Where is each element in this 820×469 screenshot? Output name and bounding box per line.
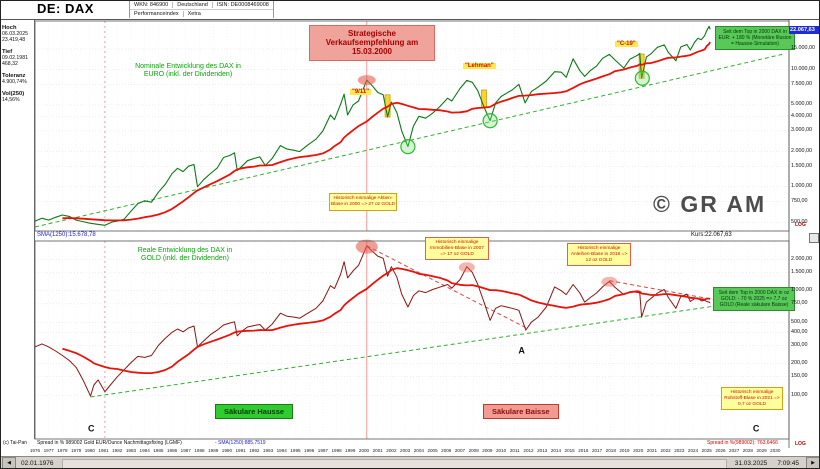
low-highlight-circle: [400, 139, 416, 155]
scrollbar-track[interactable]: [61, 458, 727, 468]
peak-highlight-ellipse: [458, 262, 475, 273]
price-chart-canvas[interactable]: A B C C: [1, 1, 820, 456]
trend-line: [34, 53, 783, 228]
peak-highlight-ellipse: [357, 75, 376, 86]
wave-letter: B: [602, 241, 609, 251]
date-range-end: 31.03.2025: [734, 460, 768, 467]
status-bar: ◀ 02.01.1976 31.03.2025 7:09:45 ▶: [1, 456, 819, 468]
stat-vol250: Vol(250) 14,56%: [2, 91, 25, 103]
trend-line: [366, 245, 529, 330]
series-sma-1250-: [62, 41, 711, 222]
stat-hoch: Hoch 06.03.2025 23.419,48: [2, 25, 28, 43]
exchange-value: Xetra: [187, 11, 201, 17]
instrument-title: DE: DAX: [37, 1, 94, 16]
stats-sidebar: Hoch 06.03.2025 23.419,48 Tief 09.02.198…: [1, 19, 35, 439]
date-range-start: 02.01.1976: [21, 460, 54, 467]
scroll-right-button[interactable]: ▶: [806, 457, 819, 468]
index-type-value: Performanceindex: [130, 11, 184, 17]
country-value: Deutschland: [173, 2, 213, 8]
wave-letter: C: [88, 423, 95, 433]
wave-letter: A: [518, 346, 525, 356]
peak-highlight-ellipse: [355, 239, 378, 254]
low-highlight-circle: [634, 70, 650, 86]
stat-tief: Tief 09.02.1981 468,32: [2, 49, 28, 67]
trend-line: [90, 302, 735, 398]
series-sma-1250-: [62, 267, 711, 375]
series-dax-eur: [34, 25, 711, 226]
stat-toleranz: Toleranz 4.900,74%: [2, 73, 27, 85]
wkn-value: WKN: 846900: [130, 2, 174, 8]
low-highlight-circle: [482, 113, 498, 129]
scroll-left-button[interactable]: ◀: [2, 457, 16, 468]
panel-splitter-icon[interactable]: [809, 233, 819, 243]
peak-highlight-ellipse: [601, 276, 618, 287]
clock-time: 7:09:45: [777, 460, 799, 467]
event-marker-bar: [481, 89, 487, 108]
isin-value: ISIN: DE0008469008: [216, 2, 269, 8]
header-bar: DE: DAX WKN: 846900 Deutschland ISIN: DE…: [1, 1, 819, 20]
series-dax-in-gold-spread-: [34, 245, 711, 397]
wave-letter: C: [753, 423, 760, 433]
instrument-infobox: WKN: 846900 Deutschland ISIN: DE00084690…: [129, 1, 274, 18]
panel-frame: [34, 20, 790, 232]
